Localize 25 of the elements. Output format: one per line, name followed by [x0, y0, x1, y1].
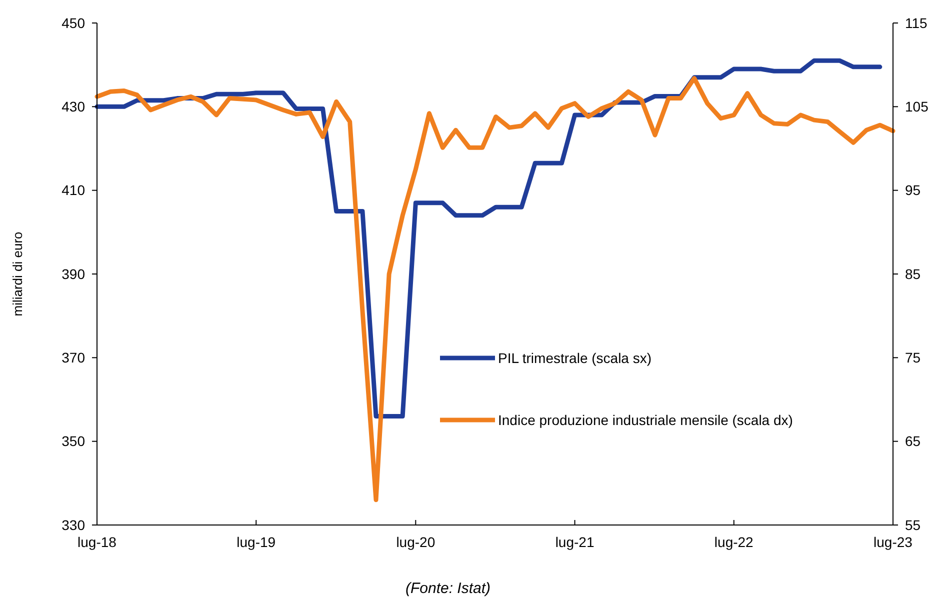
y2-tick-label: 75 [905, 350, 921, 366]
y-tick-label: 330 [62, 516, 86, 533]
y2-tick-label: 115 [905, 14, 928, 31]
y-tick-label: 430 [62, 98, 86, 115]
legend-label: PIL trimestrale (scala sx) [498, 350, 652, 366]
x-tick-label: lug-20 [396, 534, 436, 550]
y2-tick-label: 55 [905, 516, 921, 533]
x-tick-label: lug-23 [874, 534, 913, 550]
y2-tick-label: 65 [905, 433, 921, 450]
y-tick-label: 370 [62, 350, 86, 366]
y-axis-title: miliardi di euro [10, 232, 25, 316]
y-tick-label: 450 [62, 14, 86, 31]
y2-tick-label: 105 [905, 98, 929, 115]
x-tick-label: lug-19 [236, 534, 276, 550]
y-tick-label: 410 [62, 182, 86, 198]
y-tick-label: 390 [62, 266, 86, 282]
x-tick-label: lug-22 [714, 534, 754, 550]
y-tick-label: 350 [62, 433, 86, 450]
line-series [94, 76, 896, 502]
x-tick-label: lug-18 [78, 534, 117, 550]
text: (Fonte: Istat) [405, 580, 491, 597]
x-tick-label: lug-21 [555, 534, 594, 550]
y2-tick-label: 85 [905, 266, 921, 282]
y2-tick-label: 95 [905, 182, 921, 198]
legend-label: Indice produzione industriale mensile (scala dx) [498, 412, 793, 428]
